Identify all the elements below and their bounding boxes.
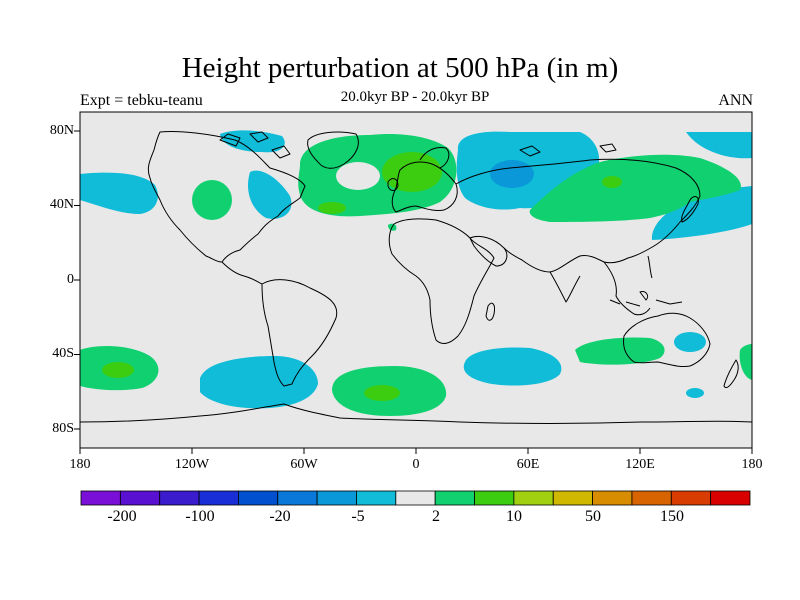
colorbar-label: -200 <box>107 508 137 525</box>
colorbar-box <box>552 490 593 506</box>
africa-coast <box>388 218 495 344</box>
y-tick-label: 40N <box>49 197 74 212</box>
colorbar-box <box>356 490 397 506</box>
anomaly-east-edge-positive <box>739 344 752 380</box>
colorbar-box <box>631 490 672 506</box>
south-america-coast <box>261 279 338 387</box>
british-isles <box>387 178 399 191</box>
colorbar-box <box>434 490 475 506</box>
x-tick-label: 180 <box>69 457 91 472</box>
central-america-coast <box>221 261 263 285</box>
anomaly-europe-core <box>382 152 442 192</box>
colorbar-label: -100 <box>185 508 215 525</box>
anomaly-south-indian-positive <box>575 337 665 365</box>
colorbar-label: 2 <box>432 508 440 525</box>
anomaly-southern-small-negative <box>686 388 704 398</box>
colorbar <box>80 490 751 506</box>
anomaly-south-atlantic-core <box>364 385 400 401</box>
experiment-label: Expt = tebku-teanu <box>80 92 203 109</box>
coastlines <box>80 131 752 424</box>
anomaly-asia-positive <box>529 154 741 222</box>
anomaly-north-pacific-negative <box>651 186 752 240</box>
colorbar-box <box>238 490 279 506</box>
x-tick-label: 120W <box>174 457 210 472</box>
anomaly-west-atlantic-negative <box>247 170 292 219</box>
anomaly-siberia-core <box>490 160 534 188</box>
anomaly-fields <box>80 130 752 416</box>
anomaly-atlantic-hole <box>336 162 380 190</box>
southeast-asia-coast <box>603 261 651 316</box>
scandinavia-coast <box>419 147 450 169</box>
anomaly-indian-negative <box>463 347 562 386</box>
colorbar-box <box>474 490 515 506</box>
colorbar-label: -20 <box>269 508 291 525</box>
colorbar-box <box>159 490 200 506</box>
anomaly-arctic-edge-negative <box>686 132 752 159</box>
season-label: ANN <box>718 92 753 109</box>
colorbar-box <box>395 490 436 506</box>
colorbar-box <box>119 490 161 506</box>
y-tick-label: 0 <box>67 272 74 287</box>
india-coast <box>549 271 581 303</box>
colorbar-label: -5 <box>351 508 365 525</box>
period-label: 20.0kyr BP - 20.0kyr BP <box>340 89 490 105</box>
colorbar-box <box>198 490 239 506</box>
colorbar-box <box>277 490 318 506</box>
anomaly-asia-core <box>602 176 622 188</box>
y-tick-label: 80N <box>49 123 74 138</box>
x-tick-label: 60W <box>290 457 318 472</box>
anomaly-drake-negative <box>200 356 318 409</box>
australia-coast <box>623 312 711 367</box>
y-tick-label: 40S <box>52 346 74 361</box>
colorbar-label: 150 <box>660 508 684 525</box>
arabia-coast <box>469 235 508 267</box>
siberia-islands <box>519 143 617 157</box>
japan-coast <box>681 196 699 223</box>
colorbar-box <box>670 490 712 506</box>
axis-ticks <box>74 130 753 454</box>
anomaly-tasman-negative <box>674 332 706 352</box>
colorbar-box <box>710 490 751 506</box>
anomaly-canada-positive <box>192 180 232 220</box>
new-zealand-coast <box>723 359 739 389</box>
x-tick-label: 120E <box>625 457 655 472</box>
chart-title: Height perturbation at 500 hPa (in m) <box>181 52 619 84</box>
x-tick-label: 0 <box>412 457 420 472</box>
north-america-coast <box>147 131 306 263</box>
colorbar-box <box>513 490 554 506</box>
anomaly-south-pacific-core <box>102 362 134 378</box>
indonesia-coast <box>609 291 683 307</box>
anomaly-arctic-negative <box>220 130 285 153</box>
anomaly-atlantic-core <box>318 202 346 214</box>
philippines-coast <box>647 255 653 279</box>
colorbar-box <box>316 490 357 506</box>
madagascar <box>485 302 495 321</box>
greenland-coast <box>307 131 359 169</box>
anomaly-east-pacific-negative <box>80 172 158 214</box>
x-tick-label: 180 <box>741 457 763 472</box>
x-tick-label: 60E <box>516 457 540 472</box>
y-tick-label: 80S <box>52 421 74 436</box>
colorbar-label: 50 <box>585 508 601 525</box>
colorbar-box <box>592 490 633 506</box>
antarctica-coast <box>80 403 752 424</box>
colorbar-box <box>80 490 121 506</box>
colorbar-label: 10 <box>506 508 522 525</box>
canadian-archipelago <box>219 131 291 159</box>
